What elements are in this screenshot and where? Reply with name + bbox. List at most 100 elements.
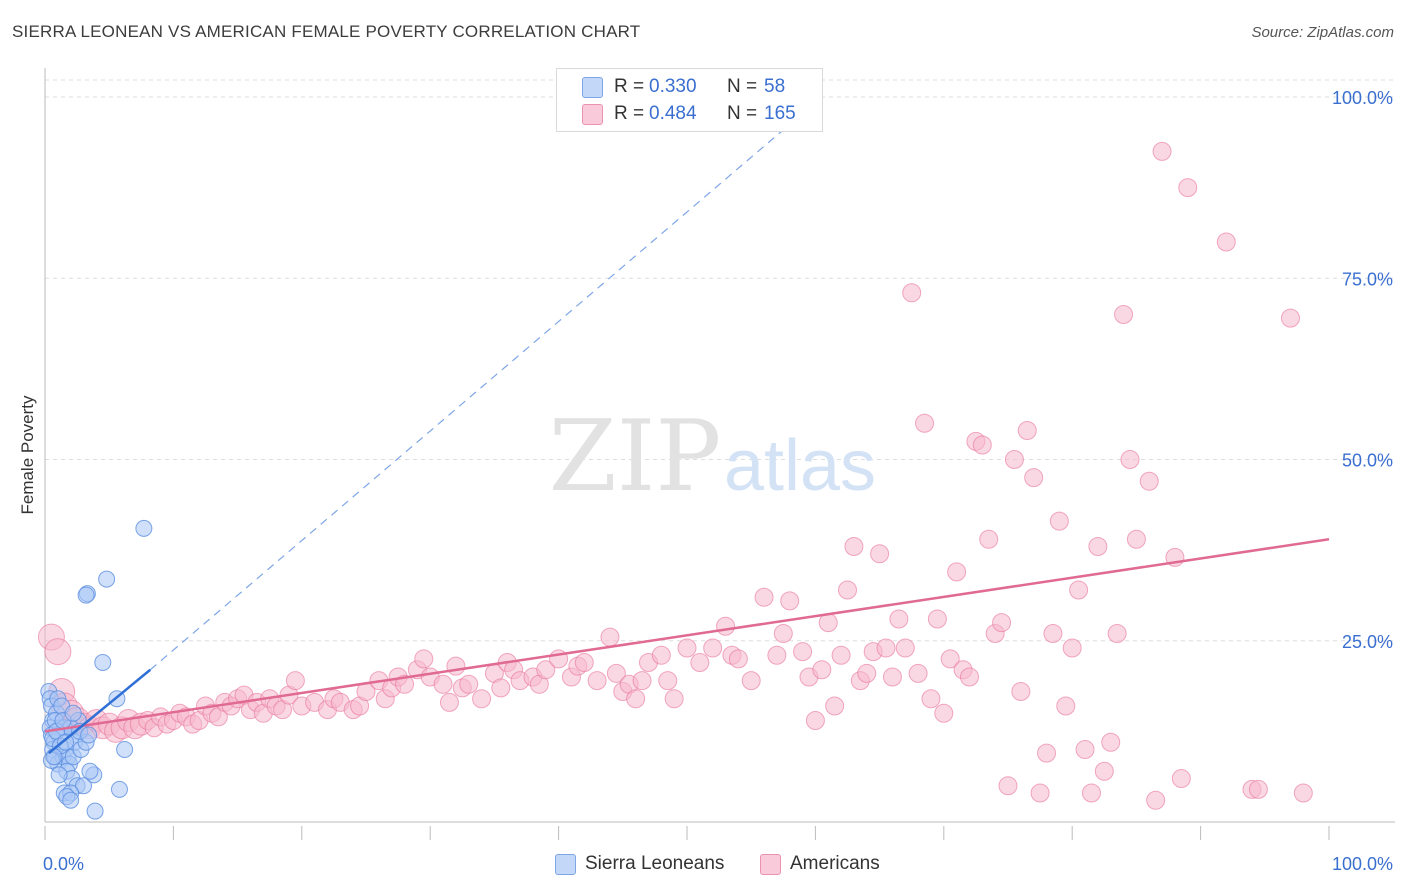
americans-point [741, 671, 761, 691]
americans-point [979, 529, 999, 549]
sierra-leoneans-point [50, 766, 68, 784]
series-legend: Sierra Leoneans Americans [0, 852, 1406, 878]
watermark-atlas: atlas [724, 426, 876, 506]
americans-point [972, 435, 992, 455]
blue-swatch [582, 77, 603, 98]
americans-point [947, 562, 967, 582]
americans-point [690, 653, 710, 672]
y-tick-label: 50.0% [1342, 451, 1393, 471]
americans-point [459, 674, 479, 694]
americans-point [927, 609, 947, 629]
americans-point [1216, 232, 1236, 252]
americans-point [536, 660, 556, 680]
sierra-leoneans-point [81, 762, 99, 780]
americans-point [606, 663, 626, 683]
legend-row-americans: R = 0.484 N = 165 [557, 101, 822, 127]
americans-point [716, 616, 736, 636]
americans-point [844, 537, 864, 556]
americans-point [703, 638, 723, 658]
axes [44, 68, 1395, 840]
americans-point [1126, 529, 1146, 549]
y-tick-label: 100.0% [1332, 88, 1393, 108]
y-tick-label: 25.0% [1342, 632, 1393, 652]
americans-point [1069, 580, 1089, 600]
americans-point [940, 649, 960, 669]
americans-point [1037, 743, 1057, 763]
legend-label: Americans [790, 853, 880, 874]
sierra-leoneans-point [116, 741, 134, 758]
americans-point [870, 544, 890, 564]
americans-point [285, 671, 305, 691]
americans-point [793, 642, 813, 662]
sierra-leoneans-point [45, 748, 63, 766]
americans-point [658, 671, 678, 691]
trend-lines [44, 96, 1330, 755]
americans-point [889, 609, 909, 629]
sierra-leoneans-point [57, 733, 75, 751]
sierra-leoneans-point [110, 780, 128, 798]
americans-point [1114, 305, 1134, 324]
americans-point [812, 660, 832, 680]
americans-point [908, 663, 928, 683]
r-value: 0.330 [649, 76, 697, 97]
r-label: R = [614, 103, 645, 124]
americans-point [825, 696, 845, 716]
sierra-leoneans-point [135, 519, 153, 537]
americans-point [1293, 783, 1313, 803]
source-label: Source: ZipAtlas.com [1251, 24, 1394, 41]
sierra-leoneans-point [80, 726, 98, 744]
americans-point [446, 656, 466, 676]
grid-lines [45, 79, 1395, 642]
sierra-leoneans-point [94, 654, 112, 671]
americans-trend-line [44, 538, 1330, 733]
n-label: N = [727, 76, 758, 97]
americans-point [1107, 624, 1127, 643]
americans-point [959, 667, 979, 687]
americans-point [998, 776, 1018, 796]
pink-swatch [760, 854, 781, 875]
americans-point [1081, 783, 1101, 803]
americans-point [1049, 511, 1069, 531]
americans-point [414, 649, 434, 669]
americans-point [632, 671, 652, 691]
americans-point [728, 649, 748, 669]
americans-point [767, 645, 787, 665]
americans-point [1101, 732, 1121, 752]
correlation-legend: R = 0.330 N = 58 R = 0.484 N = 165 [556, 68, 823, 132]
americans-point [773, 624, 793, 643]
americans-point [439, 692, 459, 712]
americans-point [1062, 638, 1082, 658]
americans-point [600, 627, 620, 647]
sierra-leoneans-point [77, 586, 95, 604]
americans-point [754, 587, 774, 607]
americans-point [831, 645, 851, 665]
r-label: R = [614, 76, 645, 97]
americans-point [934, 703, 954, 723]
americans-point [587, 671, 607, 691]
x-tick-label: 0.0% [43, 854, 84, 874]
americans-point [472, 689, 492, 709]
americans-point [921, 689, 941, 709]
n-value: 58 [764, 76, 786, 97]
y-tick-label: 75.0% [1342, 269, 1393, 289]
sierra-leoneans-point [62, 791, 80, 809]
americans-point [857, 663, 877, 683]
americans-point [1024, 468, 1044, 488]
americans-point [44, 638, 72, 666]
sierra-leoneans-points [40, 519, 153, 820]
americans-point [1094, 761, 1114, 781]
legend-row-sierra-leoneans: R = 0.330 N = 58 [557, 74, 822, 100]
americans-point [677, 638, 697, 658]
n-value: 165 [764, 103, 796, 124]
americans-point [626, 689, 646, 709]
americans-point [780, 591, 800, 611]
americans-point [1017, 421, 1037, 440]
watermark-zip: ZIP [549, 400, 722, 514]
americans-point [1171, 769, 1191, 788]
americans-point [895, 638, 915, 658]
americans-points [37, 141, 1313, 810]
r-value: 0.484 [649, 103, 697, 124]
americans-point [1120, 450, 1140, 469]
n-label: N = [727, 103, 758, 124]
